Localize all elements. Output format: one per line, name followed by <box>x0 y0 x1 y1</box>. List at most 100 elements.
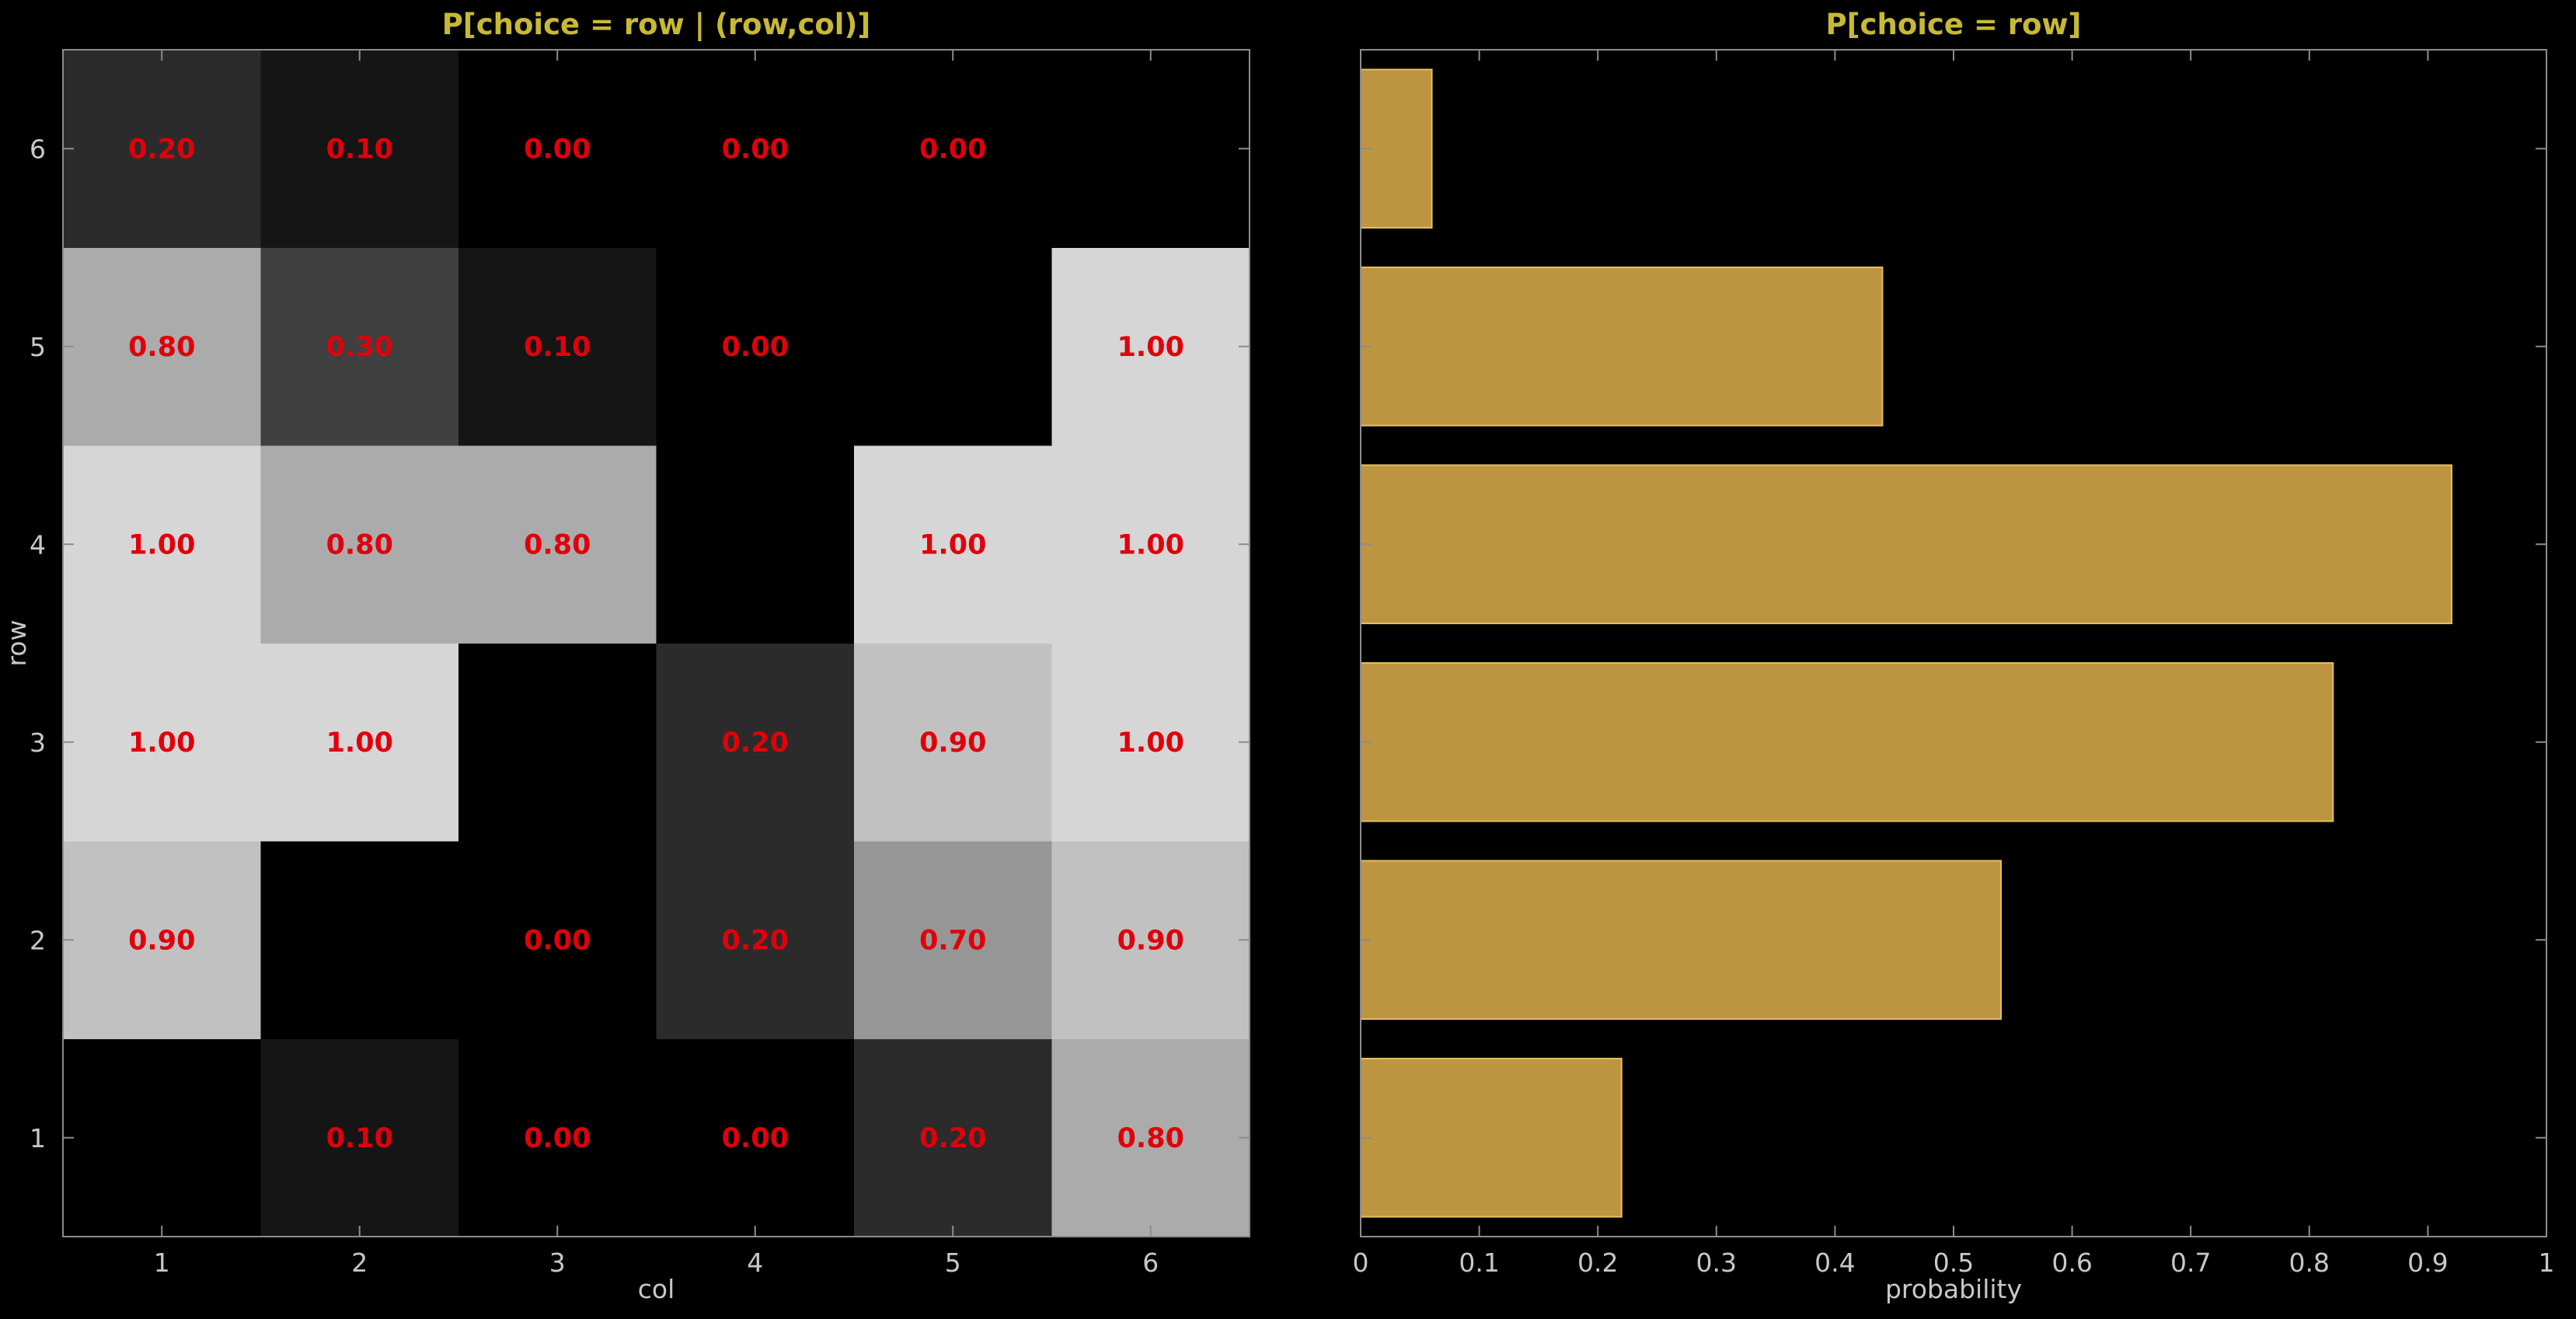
heatmap-cell-label-r2-c1: 0.90 <box>128 925 195 956</box>
heatmap-x-tick-label: 5 <box>945 1247 961 1278</box>
heatmap-cell-r6-c1 <box>63 50 261 248</box>
bar-x-tick-label: 0.4 <box>1814 1247 1855 1278</box>
heatmap-cell-r3-c2 <box>260 643 459 842</box>
bar-x-tick-label: 0.1 <box>1459 1247 1499 1278</box>
bar-row-1 <box>1360 1057 1623 1218</box>
heatmap-cell-label-r5-c2: 0.30 <box>326 332 393 363</box>
heatmap-cell-label-r5-c1: 0.80 <box>128 332 195 363</box>
bar-panel: 0 0.1 0.2 0.3 0.4 0.5 0.6 0.7 0.8 0.9 1 P[choice =… <box>1353 8 2555 1304</box>
heatmap-cell-label-r3-c4: 0.20 <box>722 728 789 759</box>
heatmap-cell-r3-c1 <box>63 643 261 842</box>
heatmap-x-tick-label: 4 <box>747 1247 763 1278</box>
heatmap-cell-label-r6-c4: 0.00 <box>722 134 789 165</box>
heatmap-cell-label-r2-c4: 0.20 <box>722 925 789 956</box>
heatmap-cell-label-r3-c1: 1.00 <box>128 728 195 759</box>
heatmap-cell-r2-c1 <box>63 841 261 1039</box>
heatmap-cell-labels: 0.10 0.00 0.00 0.20 0.80 0.90 0.00 0.20 0.70 0.90… <box>128 134 1184 1154</box>
bar-ticks: 0 0.1 0.2 0.3 0.4 0.5 0.6 0.7 0.8 0.9 1 <box>1353 50 2555 1278</box>
heatmap-cell-label-r6-c2: 0.10 <box>326 134 393 165</box>
bar-title: P[choice = row] <box>1826 8 2082 41</box>
heatmap-cell-r2-c3 <box>458 841 657 1039</box>
heatmap-cell-r4-c4 <box>656 445 855 644</box>
bar-x-tick-label: 0 <box>1353 1247 1369 1278</box>
heatmap-cell-r2-c6 <box>1051 841 1250 1039</box>
heatmap-cell-label-r3-c5: 0.90 <box>919 728 986 759</box>
heatmap-cell-label-r6-c1: 0.20 <box>128 134 195 165</box>
heatmap-cell-r1-c6 <box>1051 1038 1250 1237</box>
heatmap-y-tick-label: 4 <box>30 529 46 560</box>
heatmap-cell-label-r4-c2: 0.80 <box>326 529 393 560</box>
heatmap-cell-label-r3-c6: 1.00 <box>1117 728 1184 759</box>
heatmap-y-tick-label: 2 <box>30 925 46 955</box>
bar-x-tick-label: 0.2 <box>1577 1247 1618 1278</box>
heatmap-ticks: 1 2 3 4 5 6 1 2 3 4 5 6 <box>30 50 1250 1278</box>
heatmap-x-tick-label: 6 <box>1142 1247 1159 1278</box>
heatmap-cell-r1-c3 <box>458 1038 657 1237</box>
bar-row-4 <box>1360 464 2452 625</box>
heatmap-cell-r3-c4 <box>656 643 855 842</box>
heatmap-cell-r5-c1 <box>63 247 261 446</box>
heatmap-cell-r5-c3 <box>458 247 657 446</box>
bar-row-2 <box>1360 860 2003 1021</box>
heatmap-cell-r1-c1 <box>63 1038 261 1237</box>
bar-x-tick-label: 1 <box>2539 1247 2555 1278</box>
heatmap-y-tick-label: 6 <box>30 134 46 164</box>
heatmap-cell-label-r4-c6: 1.00 <box>1117 529 1184 560</box>
heatmap-y-axis-label: row <box>2 619 32 666</box>
heatmap-cell-label-r6-c5: 0.00 <box>919 134 986 165</box>
heatmap-y-tick-label: 3 <box>30 728 46 758</box>
heatmap-frame <box>62 49 1250 1237</box>
heatmap-title: P[choice = row | (row,col)] <box>442 8 871 41</box>
heatmap-cell-label-r6-c3: 0.00 <box>524 134 591 165</box>
bar-series <box>1360 68 2452 1218</box>
bar-x-axis-label: probability <box>1885 1274 2022 1304</box>
heatmap-cell-label-r5-c3: 0.10 <box>524 332 591 363</box>
bar-x-tick-label: 0.9 <box>2407 1247 2448 1278</box>
heatmap-cell-r6-c3 <box>458 50 657 248</box>
heatmap-cell-label-r1-c4: 0.00 <box>722 1123 789 1154</box>
heatmap-cell-label-r4-c5: 1.00 <box>919 529 986 560</box>
heatmap-cell-r6-c5 <box>854 50 1052 248</box>
heatmap-x-axis-label: col <box>638 1274 675 1304</box>
heatmap-cell-r5-c5 <box>854 247 1052 446</box>
bar-x-tick-label: 0.3 <box>1696 1247 1737 1278</box>
heatmap-cell-r2-c4 <box>656 841 855 1039</box>
heatmap-cell-label-r3-c2: 1.00 <box>326 728 393 759</box>
heatmap-cells <box>63 50 1250 1237</box>
bar-x-tick-label: 0.8 <box>2289 1247 2330 1278</box>
heatmap-cell-label-r1-c3: 0.00 <box>524 1123 591 1154</box>
heatmap-cell-label-r1-c5: 0.20 <box>919 1123 986 1154</box>
heatmap-cell-r5-c2 <box>260 247 459 446</box>
heatmap-y-tick-label: 5 <box>30 332 46 362</box>
heatmap-cell-label-r4-c3: 0.80 <box>524 529 591 560</box>
heatmap-cell-r1-c2 <box>260 1038 459 1237</box>
heatmap-cell-label-r5-c4: 0.00 <box>722 332 789 363</box>
heatmap-cell-r6-c6 <box>1051 50 1250 248</box>
heatmap-cell-r6-c4 <box>656 50 855 248</box>
heatmap-cell-r6-c2 <box>260 50 459 248</box>
heatmap-cell-r4-c2 <box>260 445 459 644</box>
heatmap-cell-r4-c5 <box>854 445 1052 644</box>
heatmap-cell-r5-c6 <box>1051 247 1250 446</box>
heatmap-cell-r3-c3 <box>458 643 657 842</box>
heatmap-cell-r4-c1 <box>63 445 261 644</box>
bar-row-3 <box>1360 661 2334 822</box>
heatmap-cell-label-r1-c2: 0.10 <box>326 1123 393 1154</box>
heatmap-cell-r1-c4 <box>656 1038 855 1237</box>
heatmap-cell-r1-c5 <box>854 1038 1052 1237</box>
heatmap-x-tick-label: 2 <box>351 1247 368 1278</box>
heatmap-cell-r4-c6 <box>1051 445 1250 644</box>
heatmap-y-tick-label: 1 <box>30 1123 46 1153</box>
heatmap-cell-r4-c3 <box>458 445 657 644</box>
heatmap-cell-label-r5-c6: 1.00 <box>1117 332 1184 363</box>
heatmap-cell-r3-c5 <box>854 643 1052 842</box>
heatmap-cell-r5-c4 <box>656 247 855 446</box>
heatmap-panel: 0.10 0.00 0.00 0.20 0.80 0.90 0.00 0.20 0.70 0.90… <box>2 8 1250 1304</box>
heatmap-cell-r2-c2 <box>260 841 459 1039</box>
heatmap-cell-r3-c6 <box>1051 643 1250 842</box>
heatmap-cell-r2-c5 <box>854 841 1052 1039</box>
heatmap-x-tick-label: 1 <box>154 1247 170 1278</box>
bar-x-tick-label: 0.7 <box>2170 1247 2211 1278</box>
heatmap-cell-label-r2-c5: 0.70 <box>919 925 986 956</box>
bar-row-5 <box>1360 266 1884 427</box>
